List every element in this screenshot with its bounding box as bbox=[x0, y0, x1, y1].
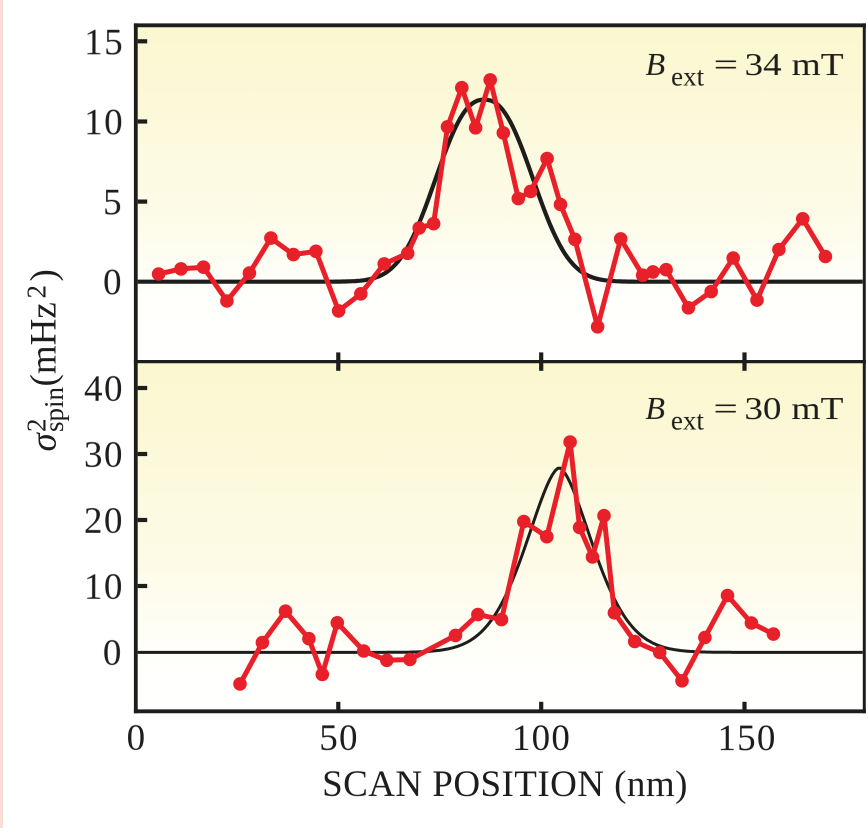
svg-text:0: 0 bbox=[103, 262, 123, 303]
svg-text:150: 150 bbox=[717, 718, 776, 759]
svg-text:100: 100 bbox=[512, 718, 571, 759]
svg-text:0: 0 bbox=[103, 633, 123, 674]
svg-text:10: 10 bbox=[84, 102, 124, 143]
svg-text:50: 50 bbox=[319, 718, 358, 759]
svg-text:σ2spin(mHz2): σ2spin(mHz2) bbox=[22, 269, 70, 451]
svg-text:20: 20 bbox=[84, 501, 124, 542]
svg-text:30: 30 bbox=[84, 435, 124, 476]
svg-text:15: 15 bbox=[84, 22, 124, 63]
svg-text:10: 10 bbox=[84, 567, 124, 608]
svg-text:5: 5 bbox=[103, 182, 123, 223]
svg-text:SCAN POSITION (nm): SCAN POSITION (nm) bbox=[322, 764, 688, 805]
svg-text:0: 0 bbox=[127, 718, 147, 759]
svg-text:40: 40 bbox=[84, 369, 124, 410]
